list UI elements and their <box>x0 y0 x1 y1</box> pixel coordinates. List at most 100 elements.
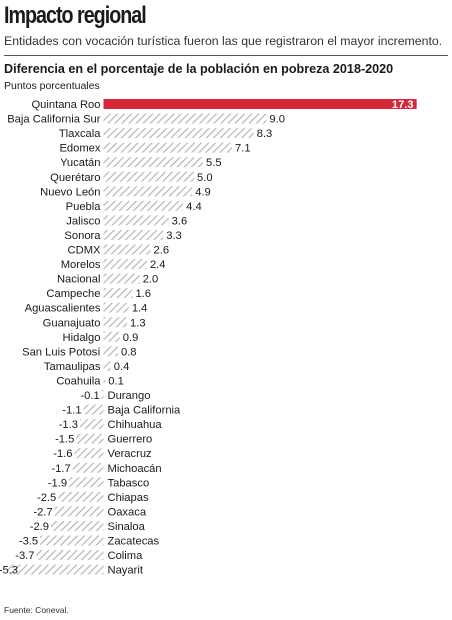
value-label: -1.9 <box>48 477 67 489</box>
value-label: -1.5 <box>55 434 74 446</box>
value-label: 2.4 <box>150 259 166 271</box>
value-label: 9.0 <box>269 114 285 126</box>
chart-subtitle: Puntos porcentuales <box>4 80 100 92</box>
value-label: -2.5 <box>37 492 56 504</box>
category-label: Oaxaca <box>108 506 147 518</box>
category-label: Zacatecas <box>108 536 160 548</box>
bar-nuevo-le-n <box>103 186 193 197</box>
bar-edomex <box>103 142 233 153</box>
bar-zacatecas <box>40 535 104 546</box>
dek: Entidades con vocación turística fueron … <box>4 34 443 48</box>
bar-chart: Quintana Roo 17.3 Baja California Sur 9.0 Tl… <box>0 99 417 577</box>
bar-oaxaca <box>54 506 104 517</box>
category-label: Nacional <box>57 274 101 286</box>
value-label: -3.7 <box>15 550 34 562</box>
source-note: Fuente: Coneval. <box>4 605 69 615</box>
value-label: 0.8 <box>121 346 137 358</box>
category-label: Michoacán <box>108 463 162 475</box>
bar-nayarit <box>7 564 104 575</box>
bar-puebla <box>103 200 184 211</box>
category-label: Hidalgo <box>63 332 101 344</box>
category-label: Sinaloa <box>108 521 146 533</box>
bar-nacional <box>103 273 140 284</box>
value-label: 1.4 <box>132 303 148 315</box>
category-label: Tamaulipas <box>44 361 101 373</box>
bar-colima <box>36 550 104 561</box>
value-label: 1.3 <box>130 317 146 329</box>
value-label: 0.4 <box>114 361 130 373</box>
category-label: Jalisco <box>66 215 100 227</box>
category-label: Sonora <box>64 230 101 242</box>
value-label: 1.6 <box>135 288 151 300</box>
value-label: 5.0 <box>197 172 213 184</box>
value-label: -1.6 <box>53 448 72 460</box>
value-label: 8.3 <box>257 128 273 140</box>
value-label: 2.6 <box>154 245 170 257</box>
value-label: 17.3 <box>392 99 414 111</box>
divider <box>4 55 448 56</box>
value-label: -5.3 <box>0 565 18 577</box>
category-label: CDMX <box>68 245 101 257</box>
value-label: -3.5 <box>19 536 38 548</box>
category-label: Aguascalientes <box>25 303 101 315</box>
bar-michoac-n <box>72 462 104 473</box>
category-label: Guanajuato <box>43 317 101 329</box>
bar-chihuahua <box>79 419 104 430</box>
bar-campeche <box>103 288 133 299</box>
bar-cdmx <box>103 244 151 255</box>
category-label: Campeche <box>46 288 100 300</box>
value-label: -2.9 <box>30 521 49 533</box>
bars-group <box>7 99 417 575</box>
value-label: 3.6 <box>172 215 188 227</box>
category-label: Tlaxcala <box>59 128 101 140</box>
value-label: -0.1 <box>80 390 99 402</box>
value-label: 5.5 <box>206 157 222 169</box>
value-label: 0.9 <box>123 332 139 344</box>
headline: Impacto regional <box>4 2 147 29</box>
bar-guanajuato <box>103 317 128 328</box>
category-label: Veracruz <box>108 448 153 460</box>
value-label: -1.3 <box>59 419 78 431</box>
bar-sinaloa <box>51 520 104 531</box>
category-label: Quintana Roo <box>31 99 100 111</box>
value-label: 0.1 <box>108 375 124 387</box>
category-label: San Luis Potosí <box>22 346 101 358</box>
bar-chiapas <box>58 491 104 502</box>
category-label: Baja California <box>108 405 182 417</box>
value-label: -2.7 <box>33 506 52 518</box>
value-label: 7.1 <box>235 143 251 155</box>
value-label: -1.7 <box>51 463 70 475</box>
bar-baja-california-sur <box>103 113 267 124</box>
category-label: Edomex <box>59 143 100 155</box>
value-label: 3.3 <box>166 230 182 242</box>
bar-yucat-n <box>103 157 204 168</box>
category-label: Puebla <box>66 201 102 213</box>
bar-tabasco <box>69 477 104 488</box>
value-label: 4.9 <box>195 186 211 198</box>
category-label: Chiapas <box>108 492 149 504</box>
bar-tamaulipas <box>103 360 111 371</box>
category-label: Coahuila <box>56 375 101 387</box>
bar-coahuila <box>103 375 106 386</box>
category-label: Yucatán <box>60 157 100 169</box>
bar-guerrero <box>76 433 104 444</box>
value-label: -1.1 <box>62 405 81 417</box>
bar-jalisco <box>103 215 169 226</box>
bar-sonora <box>103 229 164 240</box>
category-label: Durango <box>108 390 151 402</box>
bar-morelos <box>103 259 147 270</box>
bar-durango <box>101 390 104 400</box>
chart-title: Diferencia en el porcentaje de la poblac… <box>4 62 394 76</box>
bar-aguascalientes <box>103 302 129 313</box>
category-label: Baja California Sur <box>7 114 101 126</box>
category-label: Guerrero <box>108 434 153 446</box>
value-label: 2.0 <box>143 274 159 286</box>
bar-hidalgo <box>103 331 120 342</box>
value-label: 4.4 <box>186 201 202 213</box>
category-label: Colima <box>108 550 144 562</box>
labels-group: Quintana Roo 17.3 Baja California Sur 9.0 Tl… <box>0 99 414 577</box>
bar-san-luis-potos- <box>103 346 118 357</box>
bar-quer-taro <box>103 171 194 182</box>
bar-veracruz <box>74 448 104 459</box>
category-label: Querétaro <box>50 172 100 184</box>
